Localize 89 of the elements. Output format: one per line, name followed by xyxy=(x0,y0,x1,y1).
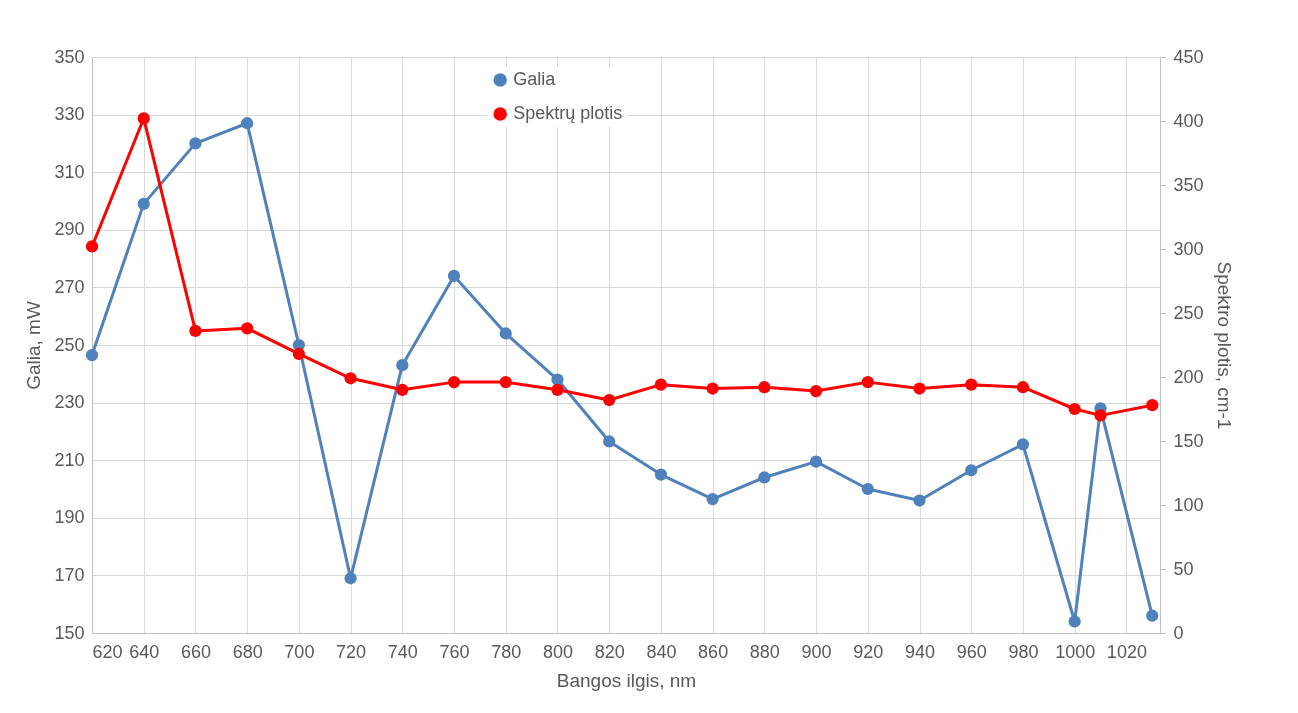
x-tick-label: 660 xyxy=(180,641,211,662)
point xyxy=(1068,402,1081,416)
x-tick-label: 900 xyxy=(801,641,832,662)
y2-tick-label: 150 xyxy=(1173,430,1204,451)
point xyxy=(292,347,305,361)
point xyxy=(1068,615,1081,628)
point xyxy=(551,383,564,396)
y-tick-label: 150 xyxy=(54,622,85,643)
point xyxy=(603,435,616,448)
y-tick-label: 330 xyxy=(54,104,85,125)
point xyxy=(965,378,978,391)
x-tick-label: 800 xyxy=(542,641,573,662)
y2-tick-label: 250 xyxy=(1173,302,1204,323)
x-tick-label: 700 xyxy=(284,641,315,662)
y2-tick-label: 50 xyxy=(1173,558,1194,579)
y-tick-label: 250 xyxy=(54,334,85,355)
point xyxy=(137,197,150,210)
x-tick-label: 840 xyxy=(646,641,677,662)
x-tick-label: 720 xyxy=(336,641,367,662)
x-tick-label: 740 xyxy=(387,641,418,662)
point xyxy=(654,468,668,481)
x-tick-label: 620 xyxy=(92,641,123,662)
point xyxy=(1094,409,1107,422)
x-tick-label: 920 xyxy=(853,641,884,662)
x-tick-label: 940 xyxy=(904,641,936,662)
point xyxy=(344,372,357,385)
point xyxy=(913,382,926,395)
point xyxy=(1146,399,1159,412)
x-tick-label: 1000 xyxy=(1055,641,1096,662)
x-tick-label: 860 xyxy=(698,641,729,662)
y2-tick-label: 450 xyxy=(1173,46,1204,67)
legend-label: Spektrų plotis xyxy=(513,103,623,123)
y-tick-label: 190 xyxy=(54,507,85,528)
x-tick-label: 980 xyxy=(1008,641,1039,662)
point xyxy=(1146,609,1159,622)
point xyxy=(447,376,461,389)
x-tick-label: 820 xyxy=(594,641,625,662)
y-tick-label: 170 xyxy=(54,564,85,585)
y2-tick-label: 400 xyxy=(1173,110,1204,131)
point xyxy=(706,492,719,506)
point xyxy=(913,494,926,507)
point xyxy=(189,324,202,338)
y-tick-label: 290 xyxy=(54,219,85,240)
point xyxy=(396,359,409,372)
y2-tick-label: 100 xyxy=(1173,494,1204,515)
point xyxy=(241,322,254,335)
point xyxy=(137,112,150,125)
point xyxy=(758,381,771,394)
y2-tick-label: 350 xyxy=(1173,174,1204,195)
x-axis-title: Bangos ilgis, nm xyxy=(556,669,697,691)
point xyxy=(809,455,823,468)
point xyxy=(861,376,874,389)
y-tick-label: 270 xyxy=(54,276,85,297)
point xyxy=(861,482,874,496)
point xyxy=(85,240,99,253)
point xyxy=(241,117,254,130)
x-tick-label: 960 xyxy=(956,641,987,662)
point xyxy=(85,348,99,362)
y2-axis-title: Spektro plotis, cm-1 xyxy=(1213,261,1235,430)
point xyxy=(189,137,202,150)
point xyxy=(758,471,771,484)
y-tick-label: 310 xyxy=(54,161,85,182)
point xyxy=(1016,381,1030,394)
point xyxy=(396,383,409,396)
point xyxy=(1016,438,1030,451)
x-tick-label: 640 xyxy=(129,641,160,662)
y-tick-label: 230 xyxy=(54,392,85,413)
x-tick-label: 760 xyxy=(439,641,470,662)
legend-label: Galia xyxy=(513,69,557,89)
y2-tick-label: 0 xyxy=(1173,622,1184,643)
x-tick-label: 1020 xyxy=(1106,641,1147,662)
y2-tick-label: 300 xyxy=(1173,238,1204,259)
y-tick-label: 350 xyxy=(54,46,85,67)
point xyxy=(499,327,512,340)
y-axis-title: Galia, mW xyxy=(23,301,45,390)
point xyxy=(706,382,719,395)
point xyxy=(654,378,668,391)
point xyxy=(809,384,823,398)
x-tick-label: 780 xyxy=(491,641,522,662)
point xyxy=(499,376,512,389)
point xyxy=(965,464,978,477)
point xyxy=(447,269,461,282)
point xyxy=(551,373,564,386)
point xyxy=(603,393,616,407)
x-tick-label: 680 xyxy=(232,641,263,662)
y2-tick-label: 200 xyxy=(1173,366,1204,387)
y-tick-label: 210 xyxy=(54,449,85,470)
point xyxy=(344,572,357,585)
x-tick-label: 880 xyxy=(749,641,780,662)
